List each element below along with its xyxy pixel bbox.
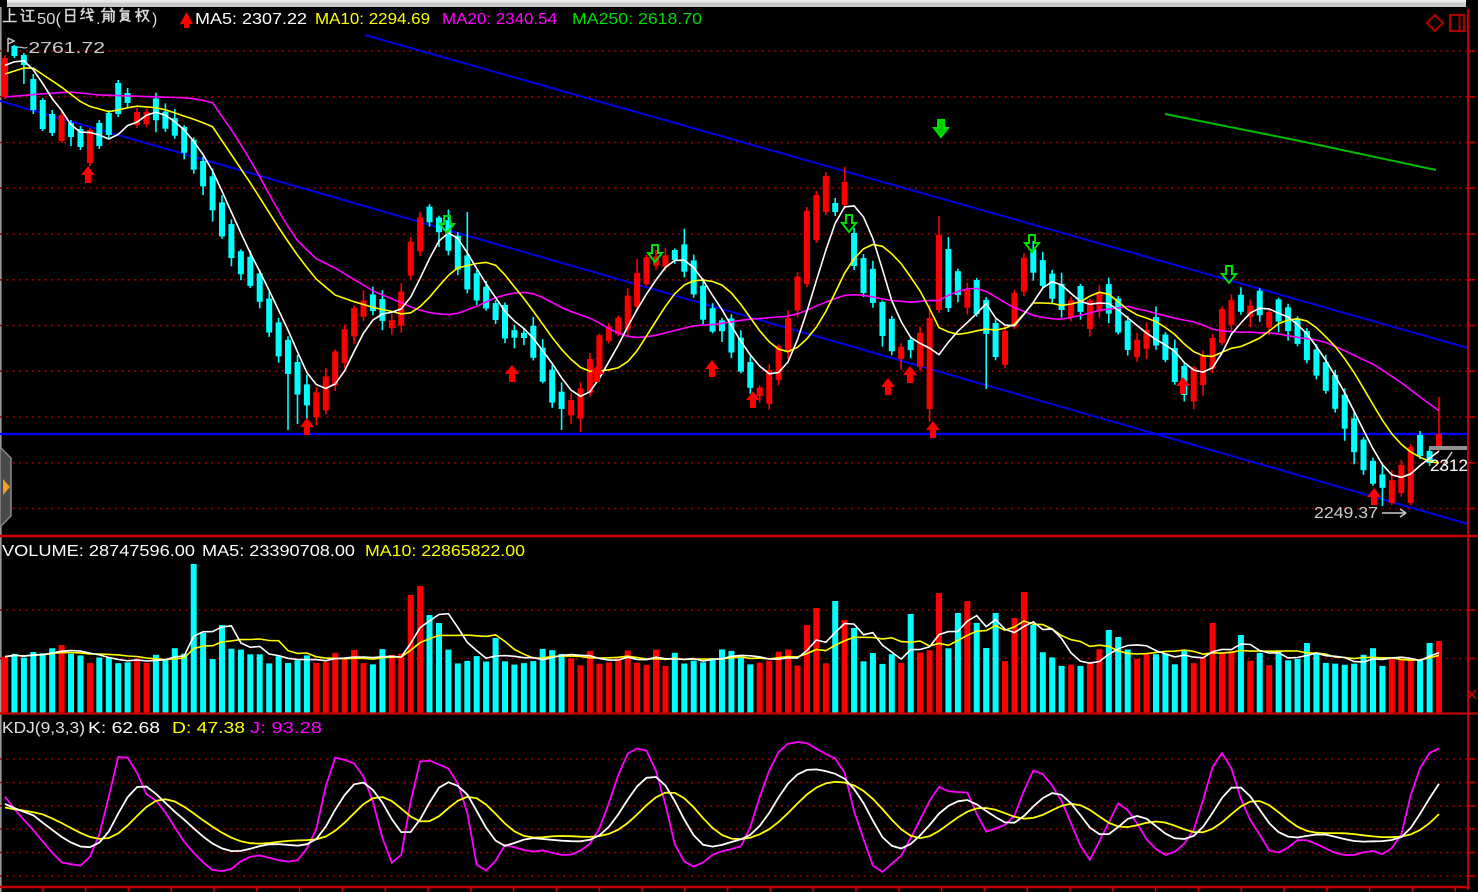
- svg-text:MA10: 2294.69: MA10: 2294.69: [315, 11, 430, 28]
- svg-text:KDJ(9,3,3): KDJ(9,3,3): [2, 720, 85, 737]
- svg-text:50(: 50(: [37, 11, 62, 28]
- svg-text:MA5: 23390708.00: MA5: 23390708.00: [202, 543, 355, 560]
- svg-text:K: 62.68: K: 62.68: [88, 720, 160, 737]
- svg-text:MA250: 2618.70: MA250: 2618.70: [572, 11, 702, 28]
- svg-text:2249.37: 2249.37: [1314, 505, 1378, 522]
- svg-text:~2761.72: ~2761.72: [16, 40, 105, 57]
- svg-text:): ): [152, 11, 157, 28]
- svg-text:MA20: 2340.54: MA20: 2340.54: [442, 11, 557, 28]
- svg-text:J: 93.28: J: 93.28: [250, 720, 322, 737]
- svg-text:VOLUME: 28747596.00: VOLUME: 28747596.00: [2, 543, 195, 560]
- svg-text:MA10: 22865822.00: MA10: 22865822.00: [365, 543, 525, 560]
- svg-text:2312: 2312: [1430, 456, 1468, 475]
- svg-text:D: 47.38: D: 47.38: [172, 720, 245, 737]
- svg-text:MA5: 2307.22: MA5: 2307.22: [195, 11, 307, 28]
- svg-text:.: .: [96, 11, 100, 28]
